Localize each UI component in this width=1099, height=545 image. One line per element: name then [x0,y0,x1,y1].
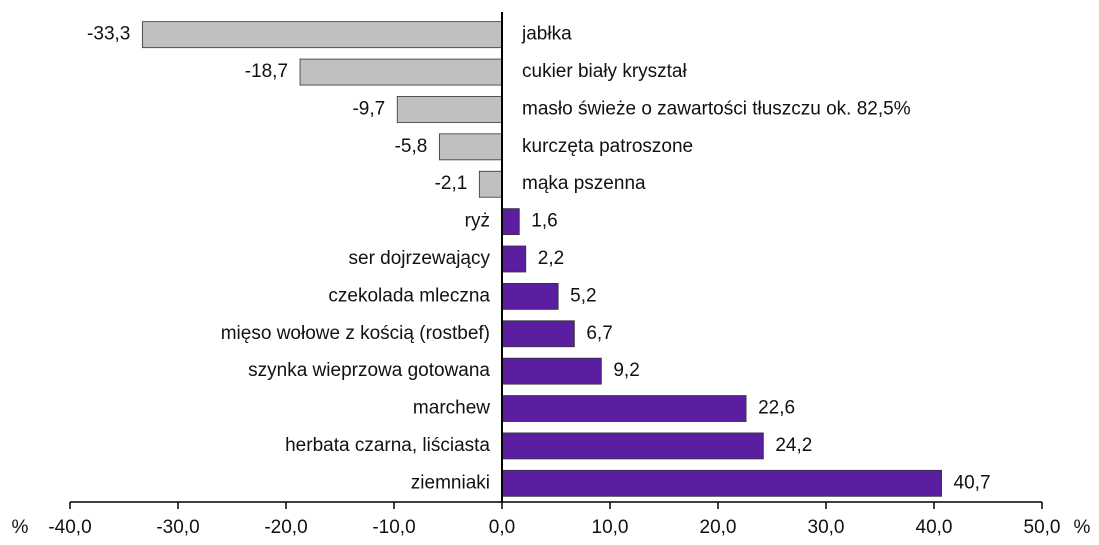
bar [299,58,503,86]
value-label: 1,6 [531,211,557,232]
value-label: 24,2 [775,435,812,456]
value-label: 6,7 [586,323,612,344]
x-tick-label: -40,0 [48,517,91,538]
bar [501,432,764,460]
bar [396,96,503,123]
value-label: -18,7 [245,61,288,82]
value-label: 5,2 [570,285,596,306]
value-label: 2,2 [538,248,564,269]
category-label: ser dojrzewający [349,248,491,269]
category-label: marchew [413,398,490,419]
category-label: kurczęta patroszone [522,136,693,157]
value-label: -2,1 [435,173,468,194]
x-tick-label: 0,0 [489,517,515,538]
value-label: -9,7 [352,98,385,119]
x-tick-label: 40,0 [916,517,953,538]
bar [501,469,942,497]
category-label: herbata czarna, liściasta [285,435,490,456]
value-label: 9,2 [613,360,639,381]
category-label: ziemniaki [411,472,490,493]
bar [501,208,520,236]
bar [501,395,747,422]
x-tick-label: 30,0 [808,517,845,538]
x-tick-label: -20,0 [264,517,307,538]
value-label: 22,6 [758,398,795,419]
category-label: mąka pszenna [522,173,646,194]
value-label: 40,7 [954,472,991,493]
x-unit-right: % [1074,517,1091,538]
category-label: czekolada mleczna [328,285,490,306]
x-tick-label: 10,0 [592,517,629,538]
x-unit-left: % [12,517,29,538]
x-tick-label: 20,0 [700,517,737,538]
x-tick-label: -10,0 [372,517,415,538]
bar [141,21,503,49]
x-tick-label: -30,0 [156,517,199,538]
category-label: mięso wołowe z kością (rostbef) [221,323,490,344]
category-label: jabłka [521,24,572,45]
bar [501,320,575,348]
x-tick-label: 50,0 [1024,517,1061,538]
category-label: szynka wieprzowa gotowana [248,360,490,381]
category-label: masło świeże o zawartości tłuszczu ok. 8… [522,98,911,119]
value-label: -33,3 [87,24,130,45]
bar [501,357,602,385]
category-label: ryż [465,211,490,232]
category-label: cukier biały kryształ [522,61,687,82]
value-label: -5,8 [395,136,428,157]
bar [478,170,503,198]
bar [501,282,559,310]
bar [438,133,503,161]
bar [501,245,527,273]
